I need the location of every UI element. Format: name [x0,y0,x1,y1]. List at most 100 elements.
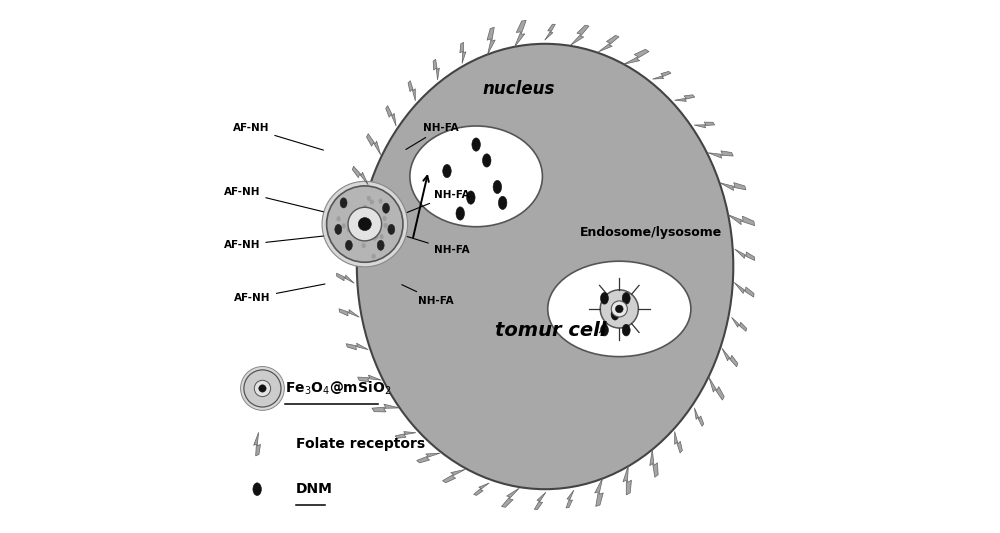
Polygon shape [343,201,359,216]
Polygon shape [460,42,466,63]
Polygon shape [694,408,704,426]
Polygon shape [339,309,359,317]
Circle shape [322,181,408,267]
Polygon shape [652,71,671,79]
Polygon shape [566,490,574,508]
Text: NH-FA: NH-FA [407,190,469,213]
Ellipse shape [498,196,507,209]
Polygon shape [501,488,519,507]
Polygon shape [735,249,755,261]
Circle shape [358,217,371,231]
Text: DNM: DNM [296,482,333,496]
Polygon shape [722,348,738,367]
Polygon shape [352,166,368,185]
Polygon shape [570,25,589,45]
Ellipse shape [376,229,381,235]
Ellipse shape [600,293,608,304]
Ellipse shape [253,483,261,496]
Ellipse shape [493,180,502,193]
Polygon shape [254,432,260,456]
Text: AF-NH: AF-NH [224,236,323,250]
Ellipse shape [374,234,379,239]
Text: AF-NH: AF-NH [233,123,323,150]
Polygon shape [408,80,415,101]
Polygon shape [674,95,695,101]
Polygon shape [487,27,495,54]
Ellipse shape [600,324,608,336]
Ellipse shape [467,191,475,204]
Ellipse shape [382,216,387,221]
Ellipse shape [363,205,367,210]
Ellipse shape [367,196,371,201]
Polygon shape [336,236,356,251]
Ellipse shape [377,240,384,251]
Ellipse shape [345,240,352,251]
Ellipse shape [472,138,480,151]
Polygon shape [708,151,733,158]
Ellipse shape [456,207,464,220]
Text: AF-NH: AF-NH [224,187,323,212]
Ellipse shape [372,254,376,259]
Polygon shape [595,478,603,506]
Ellipse shape [369,228,373,233]
Text: Fe$_3$O$_4$@mSiO$_2$: Fe$_3$O$_4$@mSiO$_2$ [285,379,392,397]
Text: NH-FA: NH-FA [406,123,459,149]
Ellipse shape [378,198,383,204]
Polygon shape [709,377,724,400]
Ellipse shape [443,165,451,177]
Ellipse shape [622,324,630,336]
Circle shape [615,305,623,313]
Ellipse shape [611,309,619,320]
Polygon shape [598,35,619,52]
Polygon shape [366,134,381,155]
Ellipse shape [353,229,357,234]
Ellipse shape [357,44,733,489]
Ellipse shape [347,227,351,232]
Circle shape [244,370,281,407]
Ellipse shape [379,234,384,239]
Polygon shape [727,214,755,225]
Text: Endosome/lysosome: Endosome/lysosome [580,225,722,239]
Polygon shape [623,49,649,64]
Ellipse shape [622,293,630,304]
Text: NH-FA: NH-FA [407,237,469,255]
Ellipse shape [361,220,365,225]
Polygon shape [675,431,682,453]
Polygon shape [358,375,381,382]
Ellipse shape [548,261,691,357]
Polygon shape [372,404,400,412]
Ellipse shape [410,126,542,227]
Circle shape [611,301,627,317]
Ellipse shape [483,154,491,167]
Text: nucleus: nucleus [482,80,555,98]
Polygon shape [732,317,747,332]
Ellipse shape [361,212,365,217]
Polygon shape [433,59,439,80]
Polygon shape [386,106,396,126]
Polygon shape [623,465,631,495]
Polygon shape [514,20,526,47]
Ellipse shape [361,222,366,227]
Ellipse shape [360,222,364,228]
Polygon shape [720,183,746,190]
Ellipse shape [335,224,342,235]
Ellipse shape [355,219,359,224]
Text: NH-FA: NH-FA [402,285,453,305]
Polygon shape [534,492,546,510]
Ellipse shape [369,213,373,218]
Polygon shape [346,343,368,350]
Ellipse shape [370,199,374,205]
Ellipse shape [388,224,395,235]
Ellipse shape [340,198,347,208]
Circle shape [241,367,284,410]
Polygon shape [474,483,489,496]
Polygon shape [395,432,416,438]
Text: tomur cell: tomur cell [495,321,606,340]
Ellipse shape [375,221,379,227]
Text: Folate receptors: Folate receptors [296,437,425,451]
Polygon shape [545,24,555,40]
Ellipse shape [384,223,388,228]
Ellipse shape [342,223,346,229]
Circle shape [327,186,403,262]
Ellipse shape [383,203,389,213]
